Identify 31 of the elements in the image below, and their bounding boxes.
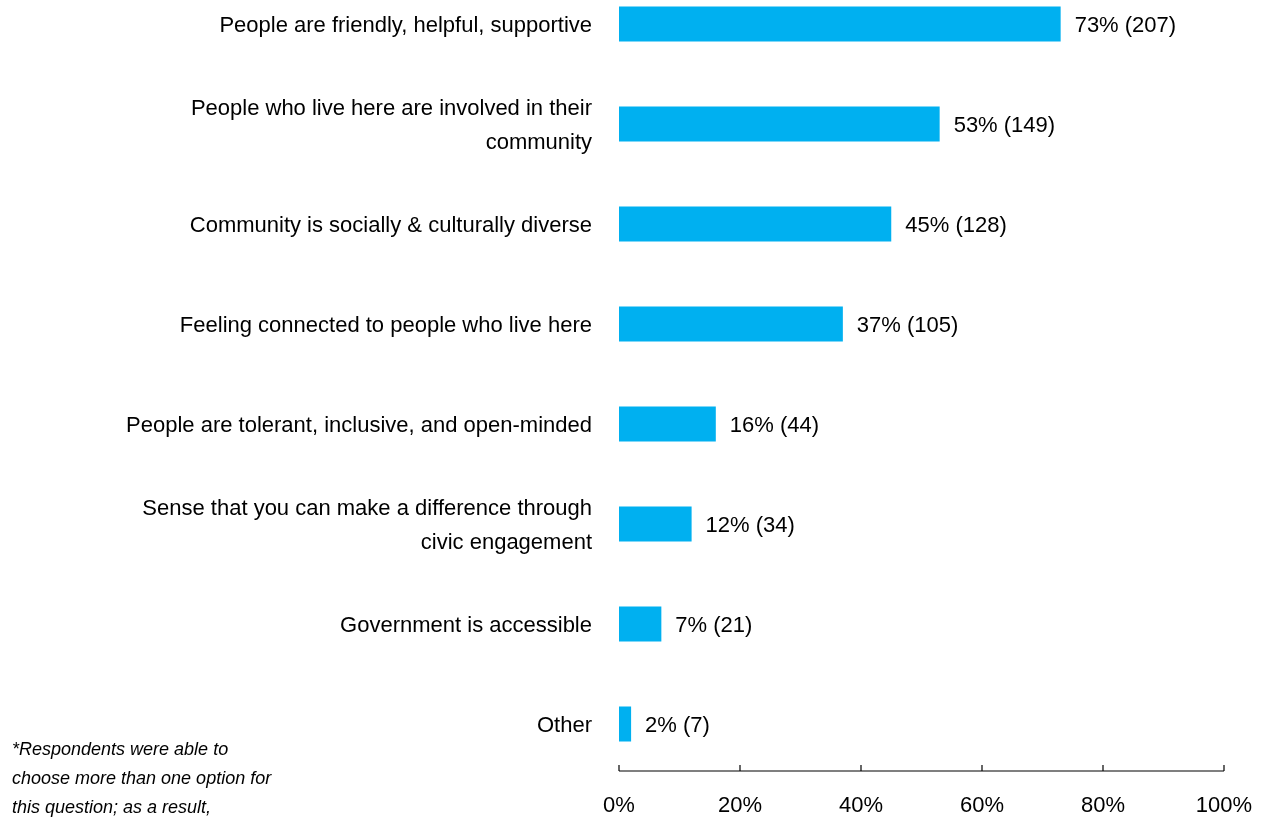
bar — [619, 606, 662, 642]
x-tick-label: 100% — [1195, 792, 1253, 817]
x-tick-label: 0% — [603, 792, 635, 817]
y-tick-label: Feeling connected to people who live here — [179, 311, 592, 337]
data-label: 45% (128) — [905, 211, 1007, 237]
bar — [619, 206, 892, 242]
bar — [619, 106, 940, 142]
y-tick-label: Other — [536, 711, 592, 737]
text: *Respondents were able to choose more than one option for this question; as a result, — [12, 739, 273, 817]
y-tick-label: People who live here are involved in their community — [190, 94, 592, 154]
y-tick-label: Sense that you can make a difference through civic engagement — [142, 494, 592, 554]
y-tick-label: Community is socially & culturally diverse — [189, 211, 592, 237]
data-label: 37% (105) — [856, 311, 959, 337]
data-label: 2% (7) — [645, 711, 710, 737]
bar — [619, 306, 843, 342]
bar — [619, 706, 632, 742]
x-tick-label: 20% — [717, 792, 763, 817]
bar — [619, 406, 716, 442]
bar — [619, 6, 1061, 42]
bar — [619, 506, 692, 542]
x-tick-label: 40% — [838, 792, 884, 817]
y-tick-label: People are tolerant, inclusive, and open-minded — [126, 411, 592, 437]
data-label: 7% (21) — [675, 611, 753, 637]
x-tick-label: 60% — [959, 792, 1005, 817]
y-tick-label: People are friendly, helpful, supportive — [219, 11, 592, 37]
data-label: 16% (44) — [729, 411, 820, 437]
data-label: 73% (207) — [1074, 11, 1177, 37]
y-tick-label: Government is accessible — [340, 611, 592, 637]
data-label: 12% (34) — [705, 511, 795, 537]
data-label: 53% (149) — [953, 111, 1056, 137]
x-tick-label: 80% — [1080, 792, 1126, 817]
